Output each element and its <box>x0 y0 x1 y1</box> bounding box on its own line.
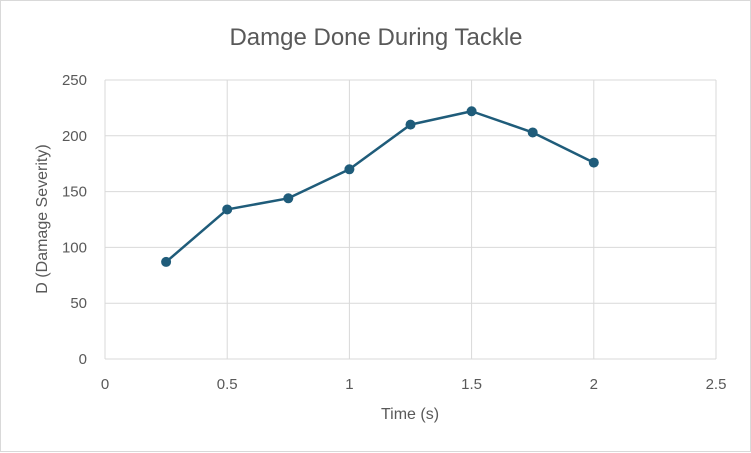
y-tick-label: 150 <box>62 184 87 201</box>
x-tick-label: 2 <box>590 376 598 393</box>
x-tick-label: 0 <box>101 376 109 393</box>
y-tick-label: 100 <box>62 239 87 256</box>
data-point <box>405 119 416 130</box>
data-point <box>527 127 538 138</box>
data-point <box>283 193 294 204</box>
x-tick-label: 1 <box>345 376 353 393</box>
x-tick-label: 1.5 <box>461 376 482 393</box>
data-point <box>344 164 355 175</box>
chart-title: Damge Done During Tackle <box>229 24 522 51</box>
data-point <box>161 256 172 267</box>
x-axis-title: Time (s) <box>381 406 439 423</box>
gridlines <box>104 79 717 360</box>
x-tick-label: 2.5 <box>706 376 727 393</box>
y-tick-label: 50 <box>70 295 87 312</box>
x-axis-ticks: 0 0.5 1 1.5 2 2.5 <box>101 376 727 393</box>
data-point <box>466 106 477 117</box>
series-markers <box>161 106 599 267</box>
y-tick-label: 250 <box>62 72 87 89</box>
data-point <box>588 157 599 168</box>
x-tick-label: 0.5 <box>217 376 238 393</box>
series-line <box>165 109 595 263</box>
y-tick-label: 0 <box>79 351 87 368</box>
series-line-path <box>165 109 595 263</box>
y-axis-title: D (Damage Severity) <box>34 144 51 293</box>
data-point <box>222 204 233 215</box>
y-tick-label: 200 <box>62 128 87 145</box>
y-axis-ticks: 0 50 100 150 200 250 <box>62 72 87 368</box>
